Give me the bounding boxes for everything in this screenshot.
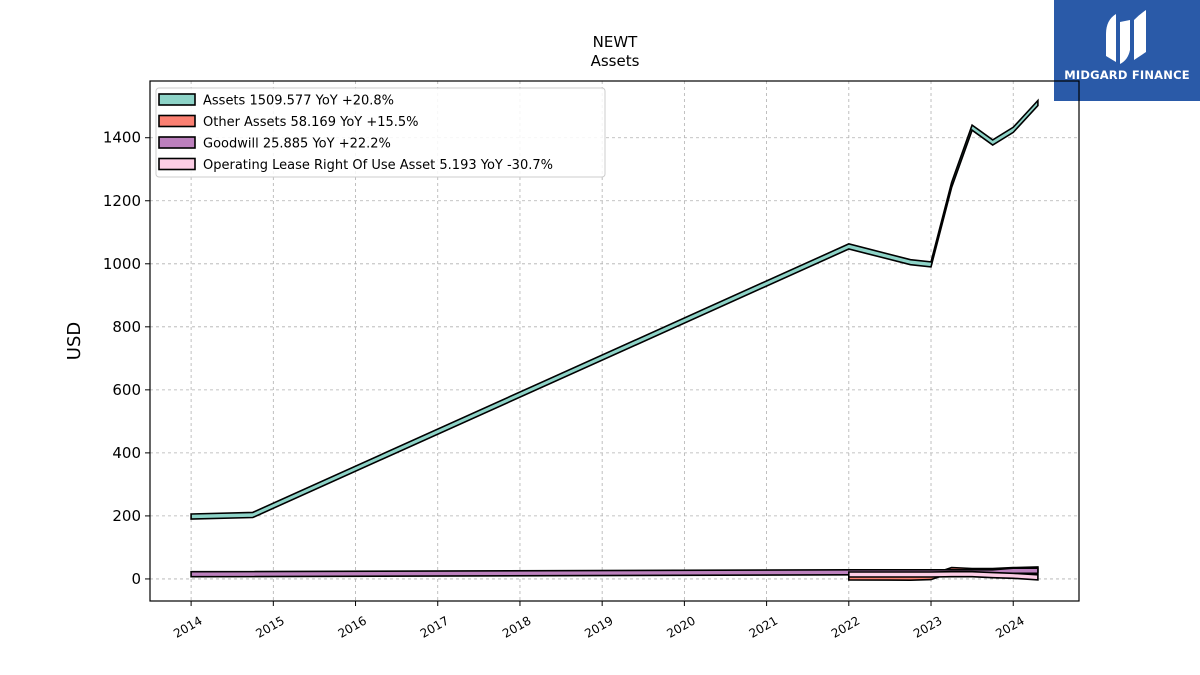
legend-swatch xyxy=(158,114,196,128)
y-tick-label: 400 xyxy=(112,444,141,462)
brand-logo: MIDGARD FINANCE xyxy=(1054,0,1200,101)
x-tick-label: 2014 xyxy=(171,613,204,640)
series-layer xyxy=(190,98,1039,582)
logo-text: MIDGARD FINANCE xyxy=(1064,68,1190,82)
y-tick-label: 1400 xyxy=(103,129,141,147)
x-tick-label: 2019 xyxy=(582,613,615,640)
x-tick-label: 2017 xyxy=(418,613,451,640)
chart-subtitle: Assets xyxy=(590,52,640,70)
x-tick-label: 2024 xyxy=(993,613,1026,640)
legend-swatch xyxy=(158,93,196,106)
x-tick-label: 2016 xyxy=(336,613,369,640)
axes: 0 200 400 600 800 1000 1200 1400 2014 2015 2016 201… xyxy=(103,129,1027,641)
legend-entry: Other Assets 58.169 YoY +15.5% xyxy=(203,115,419,130)
series-assets xyxy=(190,98,1039,520)
legend-entry: Operating Lease Right Of Use Asset 5.193… xyxy=(203,158,553,173)
plot-area xyxy=(149,80,1080,602)
x-tick-label: 2023 xyxy=(911,613,944,640)
x-tick-label: 2018 xyxy=(500,613,533,640)
y-tick-label: 200 xyxy=(112,507,141,525)
x-tick-label: 2021 xyxy=(747,613,780,640)
y-tick-label: 600 xyxy=(112,381,141,399)
x-tick-label: 2022 xyxy=(829,613,862,640)
y-axis-label: USD xyxy=(64,322,85,360)
legend-swatch xyxy=(158,136,196,149)
x-tick-label: 2015 xyxy=(253,613,286,640)
y-tick-label: 1000 xyxy=(103,255,141,273)
x-tick-label: 2020 xyxy=(664,613,697,640)
legend-swatch xyxy=(158,157,196,171)
legend: Assets 1509.577 YoY +20.8% Other Assets 5… xyxy=(155,87,606,178)
y-tick-label: 800 xyxy=(112,318,141,336)
legend-entry: Goodwill 25.885 YoY +22.2% xyxy=(203,137,391,152)
series-operating-lease-right-of-use-asset xyxy=(847,570,1039,581)
y-tick-label: 1200 xyxy=(103,192,141,210)
chart-title: NEWT xyxy=(592,33,638,51)
logo-mark-icon xyxy=(1106,10,1146,64)
y-tick-label: 0 xyxy=(131,570,141,588)
legend-box xyxy=(155,87,606,178)
legend-entry: Assets 1509.577 YoY +20.8% xyxy=(203,94,394,109)
